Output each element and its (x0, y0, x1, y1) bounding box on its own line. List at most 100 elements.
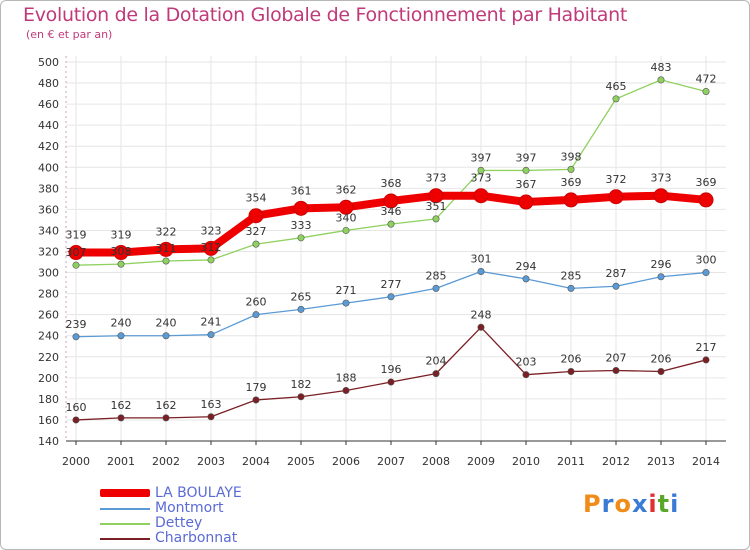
data-label-dettey: 308 (111, 245, 132, 258)
data-point-la-boulaye (158, 241, 174, 257)
data-label-la-boulaye: 323 (201, 224, 222, 237)
data-point-la-boulaye (203, 240, 219, 256)
x-tick-label: 2010 (512, 455, 540, 468)
logo-letter: o (614, 490, 632, 518)
data-point-charbonnat (432, 370, 440, 378)
data-point-la-boulaye (428, 188, 444, 204)
data-point-charbonnat (477, 323, 485, 331)
data-point-la-boulaye (653, 188, 669, 204)
data-point-montmort (702, 269, 710, 277)
data-label-montmort: 271 (336, 284, 357, 297)
data-point-charbonnat (522, 371, 530, 379)
logo-letter: i (670, 490, 680, 518)
x-tick-label: 2007 (377, 455, 405, 468)
data-label-charbonnat: 160 (66, 401, 87, 414)
data-label-la-boulaye: 368 (381, 177, 402, 190)
x-tick-label: 2000 (62, 455, 90, 468)
data-label-charbonnat: 182 (291, 378, 312, 391)
data-label-montmort: 260 (246, 296, 267, 309)
data-point-montmort (252, 311, 260, 319)
data-point-dettey (657, 76, 665, 84)
data-point-charbonnat (72, 416, 80, 424)
data-point-charbonnat (162, 414, 170, 422)
data-point-la-boulaye (338, 199, 354, 215)
data-point-la-boulaye (383, 193, 399, 209)
legend-swatch-dettey (100, 523, 150, 525)
x-tick-label: 2004 (242, 455, 270, 468)
data-label-dettey: 465 (606, 80, 627, 93)
data-point-montmort (567, 284, 575, 292)
data-label-charbonnat: 163 (201, 398, 222, 411)
data-point-charbonnat (252, 396, 260, 404)
legend-swatch-la-boulaye (100, 489, 150, 497)
data-label-la-boulaye: 369 (696, 176, 717, 189)
data-label-dettey: 346 (381, 205, 402, 218)
data-label-la-boulaye: 362 (336, 183, 357, 196)
data-point-charbonnat (117, 414, 125, 422)
data-label-dettey: 483 (651, 61, 672, 74)
data-label-charbonnat: 162 (111, 399, 132, 412)
x-tick-label: 2006 (332, 455, 360, 468)
data-point-montmort (342, 299, 350, 307)
data-point-la-boulaye (563, 192, 579, 208)
data-point-charbonnat (567, 368, 575, 376)
data-point-charbonnat (207, 413, 215, 421)
data-label-dettey: 472 (696, 72, 717, 85)
data-point-dettey (342, 226, 350, 234)
data-point-montmort (117, 332, 125, 340)
data-label-la-boulaye: 373 (651, 172, 672, 185)
data-point-montmort (72, 333, 80, 341)
y-tick-label: 260 (38, 309, 59, 322)
data-label-charbonnat: 207 (606, 351, 627, 364)
data-label-montmort: 239 (66, 318, 87, 331)
data-point-la-boulaye (293, 200, 309, 216)
data-label-la-boulaye: 319 (111, 229, 132, 242)
data-label-montmort: 285 (561, 269, 582, 282)
data-label-la-boulaye: 373 (426, 172, 447, 185)
proxiti-logo: Proxiti (583, 490, 679, 518)
y-tick-label: 160 (38, 414, 59, 427)
data-label-charbonnat: 217 (696, 341, 717, 354)
data-point-la-boulaye (608, 189, 624, 205)
y-tick-label: 140 (38, 435, 59, 448)
data-point-montmort (477, 268, 485, 276)
x-tick-label: 2012 (602, 455, 630, 468)
legend-label-la-boulaye: LA BOULAYE (155, 485, 242, 501)
data-point-la-boulaye (518, 194, 534, 210)
data-point-charbonnat (612, 366, 620, 374)
data-point-dettey (432, 215, 440, 223)
legend-label-charbonnat: Charbonnat (155, 530, 238, 546)
y-tick-label: 200 (38, 372, 59, 385)
y-tick-label: 300 (38, 267, 59, 280)
data-label-montmort: 296 (651, 258, 672, 271)
data-label-charbonnat: 248 (471, 308, 492, 321)
data-point-montmort (657, 273, 665, 281)
data-label-la-boulaye: 369 (561, 176, 582, 189)
y-tick-label: 240 (38, 330, 59, 343)
data-label-montmort: 294 (516, 260, 537, 273)
data-label-dettey: 307 (66, 246, 87, 259)
data-point-dettey (117, 260, 125, 268)
x-tick-label: 2005 (287, 455, 315, 468)
logo-letter: t (657, 490, 671, 518)
data-label-la-boulaye: 367 (516, 178, 537, 191)
data-label-dettey: 312 (201, 241, 222, 254)
data-label-dettey: 398 (561, 150, 582, 163)
data-label-dettey: 311 (156, 242, 177, 255)
data-label-charbonnat: 196 (381, 363, 402, 376)
data-label-charbonnat: 203 (516, 356, 537, 369)
data-point-la-boulaye (248, 208, 264, 224)
data-label-montmort: 300 (696, 254, 717, 267)
logo-letter: P (583, 490, 602, 518)
data-point-charbonnat (342, 386, 350, 394)
legend-label-dettey: Dettey (155, 515, 203, 531)
y-tick-label: 180 (38, 393, 59, 406)
data-point-montmort (297, 305, 305, 313)
logo-letter: r (601, 490, 615, 518)
y-tick-label: 480 (38, 77, 59, 90)
data-label-dettey: 333 (291, 219, 312, 232)
data-label-la-boulaye: 322 (156, 225, 177, 238)
data-point-la-boulaye (68, 245, 84, 261)
data-label-dettey: 397 (471, 151, 492, 164)
